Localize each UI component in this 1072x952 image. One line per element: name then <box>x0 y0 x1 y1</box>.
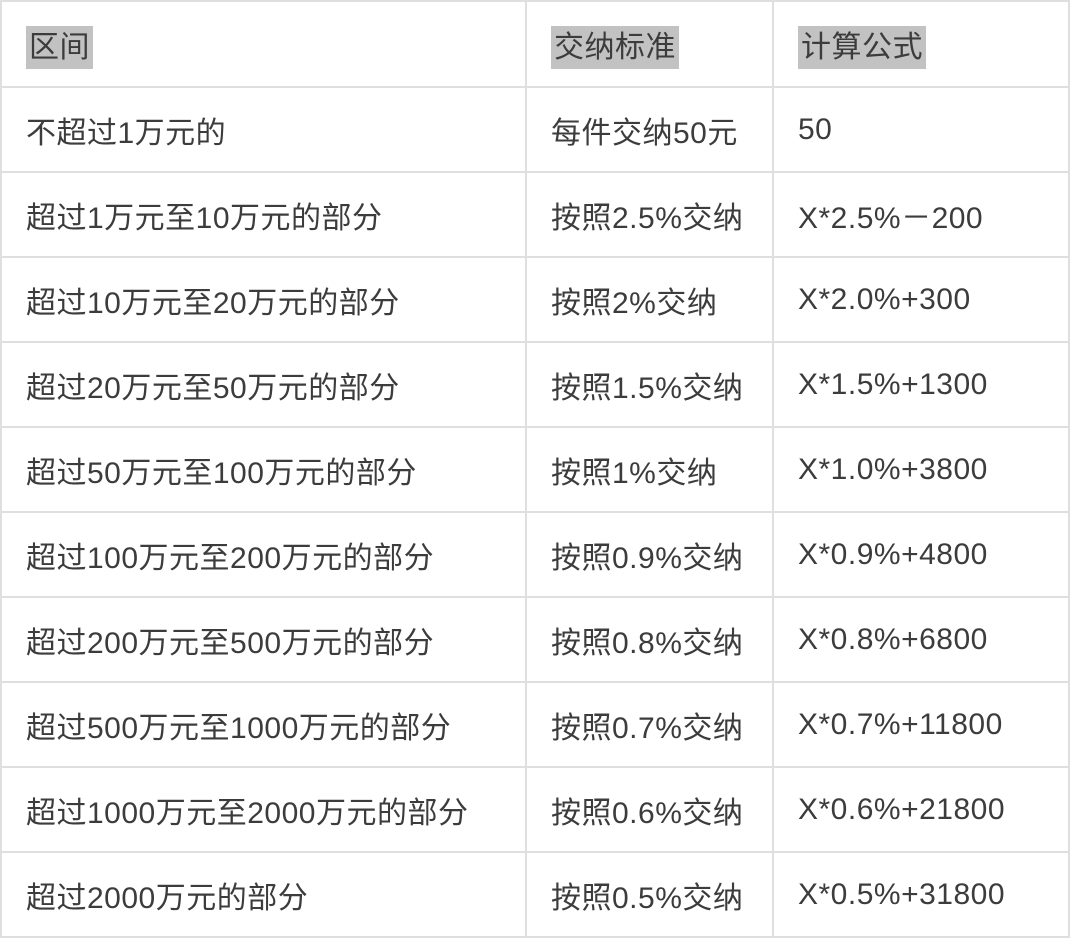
header-cell-formula: 计算公式 <box>772 0 1070 88</box>
cell-range: 超过50万元至100万元的部分 <box>0 426 527 513</box>
header-row: 区间 交纳标准 计算公式 <box>0 0 1070 88</box>
table-row: 超过1万元至10万元的部分 按照2.5%交纳 X*2.5%－200 <box>0 171 1070 258</box>
cell-formula: X*0.5%+31800 <box>772 851 1070 938</box>
cell-range: 超过20万元至50万元的部分 <box>0 341 527 428</box>
cell-formula: X*1.0%+3800 <box>772 426 1070 513</box>
header-cell-standard: 交纳标准 <box>525 0 774 88</box>
header-label-standard: 交纳标准 <box>551 26 679 69</box>
header-cell-range: 区间 <box>0 0 527 88</box>
cell-standard: 按照2.5%交纳 <box>525 171 774 258</box>
cell-standard: 按照0.6%交纳 <box>525 766 774 853</box>
cell-standard: 按照0.9%交纳 <box>525 511 774 598</box>
cell-range: 超过10万元至20万元的部分 <box>0 256 527 343</box>
header-label-formula: 计算公式 <box>798 26 926 69</box>
cell-formula: 50 <box>772 86 1070 173</box>
table-row: 超过20万元至50万元的部分 按照1.5%交纳 X*1.5%+1300 <box>0 341 1070 428</box>
table-header: 区间 交纳标准 计算公式 <box>0 0 1070 88</box>
cell-formula: X*0.7%+11800 <box>772 681 1070 768</box>
header-label-range: 区间 <box>26 26 93 69</box>
table-row: 超过1000万元至2000万元的部分 按照0.6%交纳 X*0.6%+21800 <box>0 766 1070 853</box>
table-row: 超过500万元至1000万元的部分 按照0.7%交纳 X*0.7%+11800 <box>0 681 1070 768</box>
cell-range: 不超过1万元的 <box>0 86 527 173</box>
cell-formula: X*2.5%－200 <box>772 171 1070 258</box>
cell-standard: 按照2%交纳 <box>525 256 774 343</box>
cell-standard: 按照0.8%交纳 <box>525 596 774 683</box>
cell-standard: 按照0.7%交纳 <box>525 681 774 768</box>
cell-standard: 每件交纳50元 <box>525 86 774 173</box>
cell-formula: X*1.5%+1300 <box>772 341 1070 428</box>
table-row: 超过50万元至100万元的部分 按照1%交纳 X*1.0%+3800 <box>0 426 1070 513</box>
table-row: 超过2000万元的部分 按照0.5%交纳 X*0.5%+31800 <box>0 851 1070 938</box>
cell-range: 超过1000万元至2000万元的部分 <box>0 766 527 853</box>
cell-standard: 按照1.5%交纳 <box>525 341 774 428</box>
cell-formula: X*0.6%+21800 <box>772 766 1070 853</box>
cell-range: 超过100万元至200万元的部分 <box>0 511 527 598</box>
cell-range: 超过1万元至10万元的部分 <box>0 171 527 258</box>
table-row: 超过100万元至200万元的部分 按照0.9%交纳 X*0.9%+4800 <box>0 511 1070 598</box>
table-body: 不超过1万元的 每件交纳50元 50 超过1万元至10万元的部分 按照2.5%交… <box>0 86 1070 938</box>
cell-formula: X*0.8%+6800 <box>772 596 1070 683</box>
table-row: 超过10万元至20万元的部分 按照2%交纳 X*2.0%+300 <box>0 256 1070 343</box>
cell-range: 超过500万元至1000万元的部分 <box>0 681 527 768</box>
cell-standard: 按照0.5%交纳 <box>525 851 774 938</box>
cell-standard: 按照1%交纳 <box>525 426 774 513</box>
cell-range: 超过2000万元的部分 <box>0 851 527 938</box>
table-row: 不超过1万元的 每件交纳50元 50 <box>0 86 1070 173</box>
table-row: 超过200万元至500万元的部分 按照0.8%交纳 X*0.8%+6800 <box>0 596 1070 683</box>
cell-formula: X*2.0%+300 <box>772 256 1070 343</box>
cell-range: 超过200万元至500万元的部分 <box>0 596 527 683</box>
cell-formula: X*0.9%+4800 <box>772 511 1070 598</box>
